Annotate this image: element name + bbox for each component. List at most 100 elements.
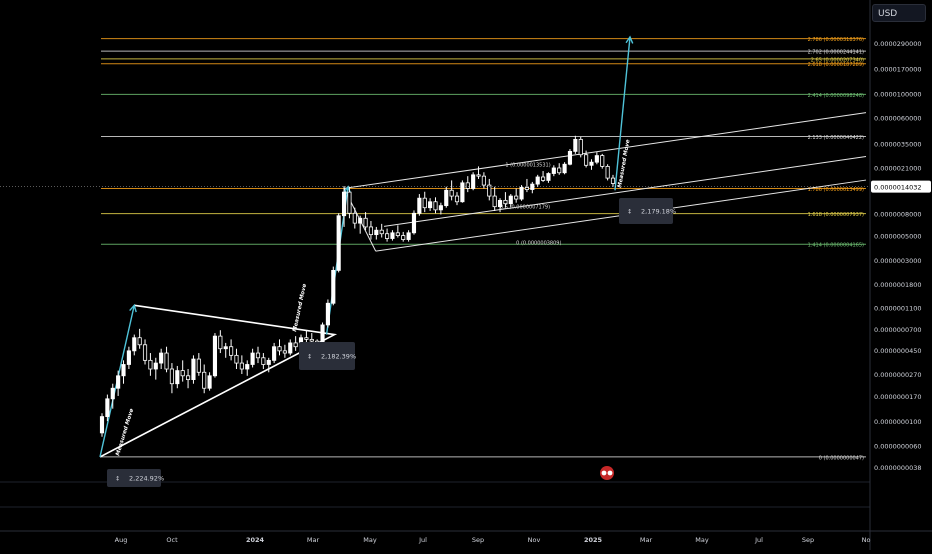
candle-body <box>266 359 271 365</box>
candle-body <box>293 342 298 348</box>
candle-body <box>142 344 148 361</box>
event-marker-dot <box>601 470 607 476</box>
candle-body <box>573 138 578 152</box>
candle-body <box>239 362 244 370</box>
measured-move-arrow-head <box>129 303 137 313</box>
candle-body <box>202 371 207 389</box>
candle-body <box>406 232 411 240</box>
current-price-tag <box>871 180 931 193</box>
candle-body <box>514 195 519 200</box>
price-tick-label: 0.0000100000 <box>874 90 922 98</box>
fib-level-label: 2.786 (0.0000318376) <box>808 37 864 43</box>
time-tick-label: Sep <box>802 536 814 544</box>
candle-body <box>589 161 594 166</box>
candle-body <box>503 199 508 205</box>
candle-body <box>546 173 551 181</box>
candle-body <box>288 342 293 354</box>
price-tick-label: 0.0000000100 <box>874 418 922 426</box>
price-tick-label: 0.0000290000 <box>874 40 922 48</box>
candle-body <box>390 232 395 239</box>
candle-body <box>605 165 610 179</box>
candle-body <box>250 352 255 365</box>
price-tick-label: 0.0000001800 <box>874 281 922 289</box>
measured-move-arrow-head <box>625 35 634 44</box>
time-tick-label: May <box>363 536 377 544</box>
candle-body <box>185 375 191 380</box>
candle-body <box>385 233 390 239</box>
measure-box-value: 2,224.92% <box>129 475 164 483</box>
candle-body <box>358 217 363 224</box>
candle-body <box>229 346 234 356</box>
time-tick-label: Jul <box>754 536 763 544</box>
measure-box-value: 2,179.18% <box>641 208 676 216</box>
candle-body <box>508 195 513 205</box>
time-tick-label: May <box>695 536 709 544</box>
price-tick-label: 0.0000170000 <box>874 65 922 73</box>
fib-level-label: 2.702 (0.0000244141) <box>808 50 864 56</box>
candle-body <box>137 337 142 346</box>
price-tick-label: 0.0000003000 <box>874 257 922 265</box>
candle-body <box>320 324 325 344</box>
candle-body <box>395 232 400 236</box>
price-tick-label: 0.0000000060 <box>874 442 922 450</box>
candle-body <box>245 364 250 370</box>
candle-body <box>99 416 105 434</box>
time-tick-label: Jul <box>418 536 427 544</box>
candle-body <box>255 352 261 359</box>
candle-body <box>471 174 476 189</box>
candle-body <box>438 205 443 211</box>
fib-level-label: 2.133 (0.0000040422) <box>808 135 864 141</box>
candle-body <box>454 195 460 203</box>
candle-body <box>261 357 266 365</box>
fib-level-label: 0 (0.0000000047) <box>819 455 864 461</box>
candle-body <box>331 269 336 304</box>
candle-body <box>277 346 282 352</box>
candle-body <box>105 398 110 417</box>
candle-body <box>374 229 379 236</box>
measure-box <box>619 198 673 224</box>
candle-body <box>352 212 357 224</box>
time-tick-label: Nov <box>528 536 541 544</box>
candle-body <box>159 352 164 364</box>
candle-body <box>223 346 228 350</box>
channel-upper-line <box>343 112 867 189</box>
price-tick-label: 0.0000008000 <box>874 210 922 218</box>
candle-body <box>584 154 589 166</box>
candle-body <box>487 184 492 197</box>
channel-mid-line <box>383 156 867 227</box>
channel-level-label: 1 (0.0000013531) <box>505 162 550 168</box>
channel-level-label: 0 (0.0000003809) <box>516 240 561 246</box>
candle-body <box>524 187 530 190</box>
current-price-label: 0.0000014032 <box>874 184 922 192</box>
time-tick-label: Aug <box>115 536 128 544</box>
candle-body <box>191 358 196 380</box>
price-tick-label: 0.0000060000 <box>874 115 922 123</box>
currency-label: USD <box>878 9 898 19</box>
candle-body <box>164 352 169 370</box>
price-tick-label: 0.0000035000 <box>874 140 922 148</box>
fib-level-label: 2.618 (0.0000187289) <box>808 62 864 68</box>
measure-box <box>107 469 161 487</box>
channel-level-label: 0.5 (0.0000007179) <box>500 204 550 210</box>
candle-body <box>600 155 605 167</box>
measured-move-arrow <box>614 36 631 191</box>
candle-body <box>234 354 239 364</box>
candle-body <box>304 337 309 340</box>
candle-body <box>175 370 180 385</box>
candle-body <box>530 183 535 190</box>
time-tick-label: Oct <box>166 536 178 544</box>
axes-layer: 0.0000290000 0.0000170000 0.0000100000 0.00… <box>0 40 931 544</box>
candle-body <box>272 346 277 361</box>
candle-body <box>594 155 599 163</box>
candle-body <box>401 235 406 240</box>
currency-selector[interactable]: USD <box>872 4 926 22</box>
price-tick-label: 0.0000001100 <box>874 304 922 312</box>
fib-level-label: 1.786 (0.0000013499) <box>808 187 864 193</box>
measure-box-icon: ↕ <box>307 354 312 361</box>
price-tick-label: 0.0000000450 <box>874 347 922 355</box>
candle-body <box>411 212 417 234</box>
candle-body <box>610 177 616 184</box>
candle-body <box>132 337 137 352</box>
